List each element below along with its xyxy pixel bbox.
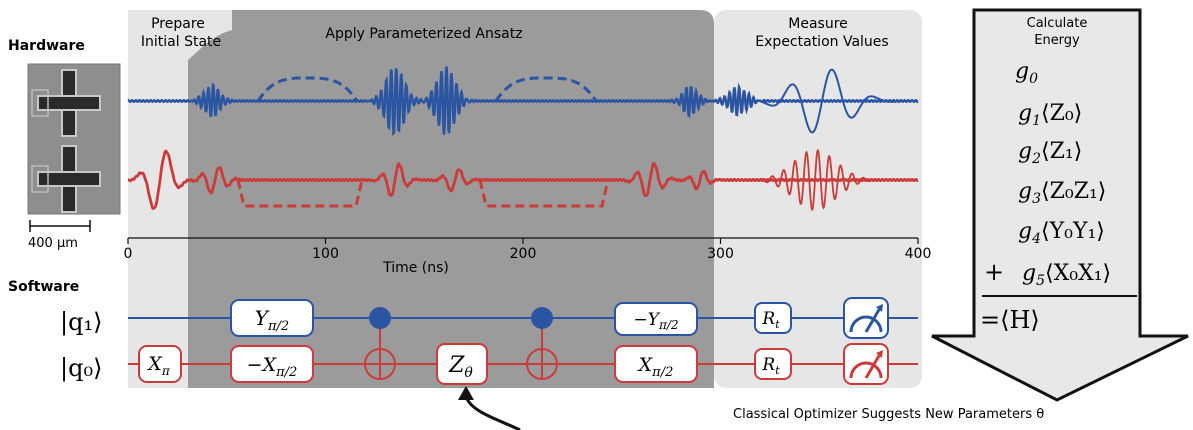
cnot2-control bbox=[531, 307, 553, 329]
svg-text:−Yπ/2: −Yπ/2 bbox=[633, 310, 678, 332]
tick-label-0: 0 bbox=[124, 246, 133, 262]
ansatz-panel bbox=[188, 10, 714, 388]
waveforms bbox=[127, 66, 919, 212]
chip-image bbox=[27, 63, 121, 215]
q1-flux-pulse-1 bbox=[494, 76, 598, 102]
feedback-arrow bbox=[458, 386, 521, 430]
time-axis-label: Time (ns) bbox=[382, 260, 449, 276]
energy-term-2: g2⟨Z₁⟩ bbox=[1018, 139, 1082, 167]
svg-text:Xπ/2: Xπ/2 bbox=[637, 354, 674, 380]
cnot1-target bbox=[364, 348, 396, 380]
gate-z-theta: Zθ bbox=[436, 343, 488, 385]
optimizer-caption: Classical Optimizer Suggests New Paramet… bbox=[733, 407, 1044, 422]
measure-title-2: Expectation Values bbox=[755, 34, 888, 50]
svg-text:g1⟨Z₀⟩: g1⟨Z₀⟩ bbox=[1018, 101, 1082, 129]
cnot2-target bbox=[526, 348, 558, 380]
gate-rt-q0: Rt bbox=[754, 348, 792, 380]
qubit-label-q1: |q₁⟩ bbox=[60, 308, 102, 337]
gate-rt-q1: Rt bbox=[754, 302, 792, 334]
gate-x-pi2: Xπ/2 bbox=[614, 345, 698, 383]
measure-title-1: Measure bbox=[788, 16, 848, 32]
svg-text:Rt: Rt bbox=[761, 309, 780, 331]
q0-flux-pulse-1 bbox=[478, 179, 610, 208]
energy-term-4: g4⟨Y₀Y₁⟩ bbox=[1018, 219, 1105, 247]
prepare-panel bbox=[128, 10, 232, 388]
gate-neg-x-pi2: −Xπ/2 bbox=[230, 345, 314, 383]
gate-x-pi: Xπ bbox=[138, 345, 182, 383]
gate-neg-y-pi2: −Yπ/2 bbox=[614, 302, 698, 336]
svg-text:Rt: Rt bbox=[761, 355, 780, 377]
meter-icon-q1 bbox=[843, 297, 889, 339]
energy-terms: g0 g1⟨Z₀⟩ g2⟨Z₁⟩ g3⟨Z₀Z₁⟩ g4⟨Y₀Y₁⟩ + g5⟨X₀X₁⟩ bbox=[984, 59, 1111, 289]
energy-arrow bbox=[931, 8, 1189, 402]
calc-title-1: Calculate bbox=[1027, 16, 1088, 31]
energy-term-0: g0 bbox=[1015, 59, 1038, 87]
software-label: Software bbox=[8, 279, 79, 295]
q0-readout-wave bbox=[759, 148, 918, 212]
svg-text:g2⟨Z₁⟩: g2⟨Z₁⟩ bbox=[1018, 139, 1082, 167]
meter-icon-q0 bbox=[843, 343, 889, 385]
hardware-label: Hardware bbox=[8, 38, 85, 54]
time-axis-ticks: 0 100 200 300 400 bbox=[124, 238, 932, 262]
svg-text:Xπ: Xπ bbox=[146, 353, 171, 378]
gate-y-pi2: Yπ/2 bbox=[230, 299, 314, 337]
ansatz-title: Apply Parameterized Ansatz bbox=[325, 26, 522, 42]
q1-readout-wave bbox=[759, 68, 918, 134]
q1-drive-wave bbox=[127, 66, 919, 137]
energy-term-1: g1⟨Z₀⟩ bbox=[1018, 101, 1082, 129]
prepare-title-1: Prepare bbox=[151, 16, 205, 32]
cnot1-control bbox=[369, 307, 391, 329]
svg-text:Zθ: Zθ bbox=[448, 353, 473, 381]
energy-term-5: + g5⟨X₀X₁⟩ bbox=[984, 258, 1111, 289]
qubit-label-q0: |q₀⟩ bbox=[60, 354, 102, 383]
tick-label-4: 400 bbox=[905, 246, 932, 262]
svg-text:−Xπ/2: −Xπ/2 bbox=[247, 354, 298, 380]
prepare-title-2: Initial State bbox=[141, 34, 221, 50]
svg-text:g5⟨X₀X₁⟩: g5⟨X₀X₁⟩ bbox=[1022, 261, 1111, 289]
calc-title-2: Energy bbox=[1034, 33, 1080, 48]
svg-text:g4⟨Y₀Y₁⟩: g4⟨Y₀Y₁⟩ bbox=[1018, 219, 1105, 247]
svg-text:Yπ/2: Yπ/2 bbox=[255, 306, 289, 334]
scale-bar bbox=[29, 220, 91, 232]
scale-bar-label: 400 µm bbox=[28, 236, 78, 251]
q1-flux-pulse-0 bbox=[256, 76, 359, 102]
tick-label-2: 200 bbox=[510, 246, 537, 262]
energy-result: =⟨H⟩ bbox=[980, 306, 1040, 334]
svg-text:g0: g0 bbox=[1015, 59, 1038, 87]
measure-panel bbox=[714, 10, 922, 388]
energy-term-3: g3⟨Z₀Z₁⟩ bbox=[1018, 179, 1106, 207]
tick-label-3: 300 bbox=[707, 246, 734, 262]
tick-label-1: 100 bbox=[312, 246, 339, 262]
energy-plus: + bbox=[984, 258, 1004, 286]
svg-text:g3⟨Z₀Z₁⟩: g3⟨Z₀Z₁⟩ bbox=[1018, 179, 1106, 207]
